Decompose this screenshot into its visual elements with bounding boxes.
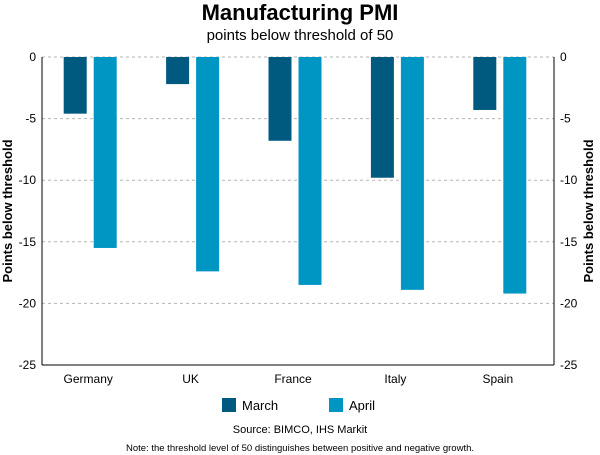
bar-march-uk [166,57,190,85]
bar-march-spain [473,57,497,110]
legend-label-march: March [242,398,278,413]
gridlines [42,56,554,366]
y-axis-label-right: Points below threshold [581,139,596,282]
axes [41,57,555,365]
x-category-label: France [274,372,312,386]
legend-swatch-april [329,398,343,412]
note-text: Note: the threshold level of 50 distingu… [126,443,474,454]
x-category-label: UK [182,372,199,386]
chart-subtitle: points below threshold of 50 [207,27,394,44]
legend-swatch-march [222,398,236,412]
y-tick-label-left: -15 [19,235,37,249]
legend-label-april: April [349,398,375,413]
y-tick-label-left: 0 [29,50,36,64]
y-tick-label-right: -5 [560,112,571,126]
category-labels: Germany UK France Italy Spain [64,372,514,386]
bar-april-uk [196,57,220,272]
bar-march-germany [63,57,87,114]
tick-labels: 0 0 -5 -5 -10 -10 -15 -15 -20 -20 -25 -25 [19,50,578,372]
bar-march-italy [370,57,394,178]
source-text: Source: BIMCO, IHS Markit [233,424,367,436]
chart-title: Manufacturing PMI [202,0,399,25]
bar-march-france [268,57,292,141]
y-tick-label-left: -10 [19,173,37,187]
bar-april-italy [400,57,424,290]
y-tick-label-right: -15 [560,235,578,249]
y-tick-label-right: -10 [560,173,578,187]
x-category-label: Italy [384,372,406,386]
bar-april-france [298,57,322,285]
y-tick-label-right: -25 [560,358,578,372]
bars [63,57,527,294]
x-category-label: Germany [64,372,113,386]
y-tick-label-left: -20 [19,296,37,310]
y-axis-label-left: Points below threshold [0,139,15,282]
y-tick-label-left: -5 [25,112,36,126]
x-category-label: Spain [482,372,513,386]
y-tick-label-right: -20 [560,296,578,310]
bar-april-spain [503,57,527,294]
y-tick-label-right: 0 [560,50,567,64]
legend: March April [222,398,375,413]
bar-april-germany [93,57,117,248]
y-tick-label-left: -25 [19,358,37,372]
